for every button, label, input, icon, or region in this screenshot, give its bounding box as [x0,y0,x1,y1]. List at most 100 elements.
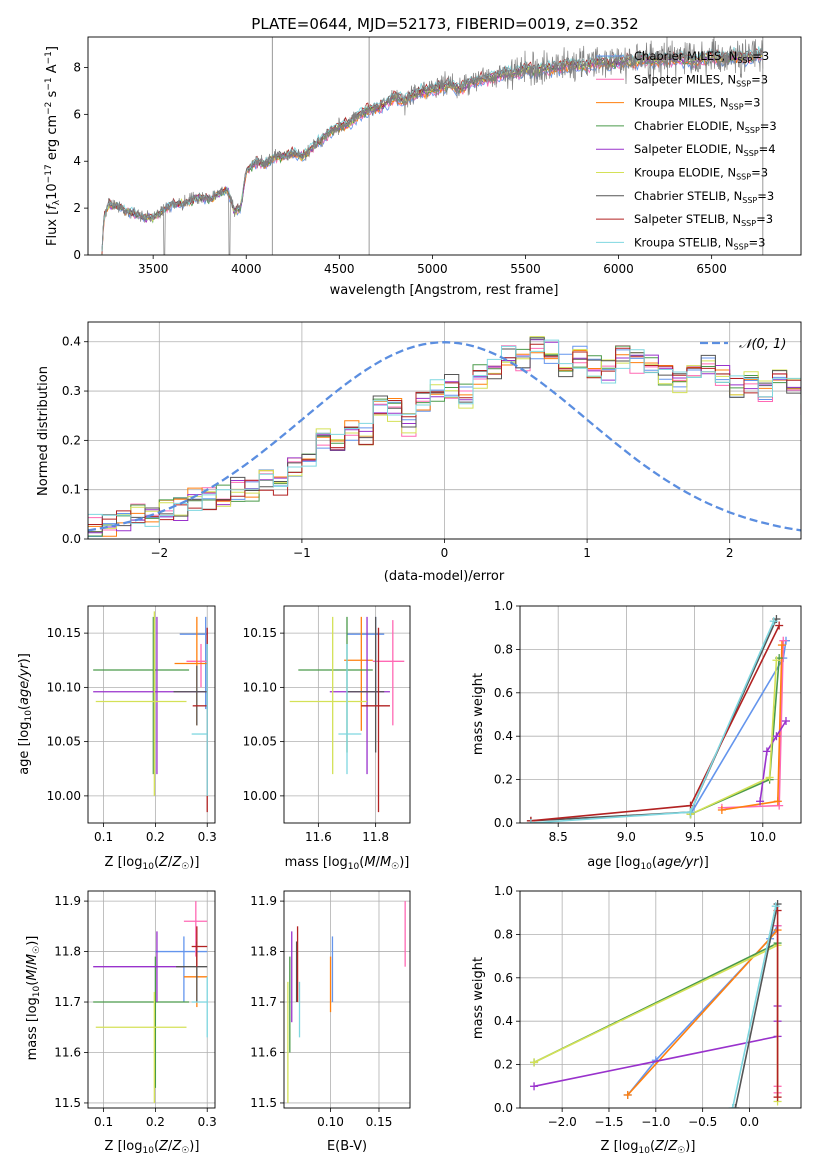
mass-weight-marker-kroupa_miles [777,641,786,650]
x-tick-label: 1 [583,546,591,560]
mass-weight-marker-kroupa_stelib [686,808,695,817]
axes-frame [87,36,802,256]
x-tick-label: 0.2 [146,830,165,844]
y-tick-label: 6 [73,107,81,121]
x-tick-label: 0.1 [94,830,113,844]
mass-weight-marker-kroupa_stelib [769,617,778,626]
axes: −2.0 −1.5 −1.0 −0.5 0.0 0.0 0.2 0.4 0.6 0.8 1.0 [494,884,802,1129]
y-tick-label: 10.05 [243,735,277,749]
legend-label-kroupa_elodie: Kroupa ELODIE, NSSP=3 [634,166,768,182]
y-tick-label: 0.4 [494,1014,513,1028]
y-tick-label: 8 [73,60,81,74]
residuals-ylabel: Normed distribution [36,366,51,496]
errorbar-chabrier_elodie [93,616,190,775]
errorbar-salpeter_stelib [191,926,208,967]
spectrum-panel: PLATE=0644, MJD=52173, FIBERID=0019, z=0… [44,15,802,298]
axes: 11.6 11.8 10.00 10.05 10.10 10.15 [243,605,411,844]
mass-weight-line-chabrier_miles [627,925,779,1096]
x-tick-label: 0.0 [740,1115,759,1129]
errorbar-chabrier_miles [155,936,208,1003]
normal-distribution-curve [88,341,801,532]
x-tick-label: 0 [441,546,449,560]
plot-area [88,336,801,539]
legend-label-chabrier_miles: Chabrier MILES, NSSP=3 [634,49,769,65]
y-tick-label: 10.10 [243,680,277,694]
legend-label-salpeter_miles: Salpeter MILES, NSSP=3 [634,72,768,88]
x-tick-label: −2.0 [548,1115,577,1129]
plot-area [287,901,406,1103]
axes-frame [519,890,802,1109]
mw-age-xlabel: age [log10(age/yr)] [587,855,709,872]
mass-weight-vs-age-panel: age [log10(age/yr)] mass weight 8.5 9.0 9.… [471,599,802,872]
axes-frame [87,321,802,540]
y-tick-label: 10.15 [47,626,81,640]
errorbar-salpeter_miles [183,901,208,957]
errorbar-kroupa_miles [183,956,208,1008]
mass-weight-marker-kroupa_elodie [530,1058,539,1067]
mass-weight-vs-metallicity-panel: Z [log10(Z/Z☉)] mass weight −2.0 −1.5 −1.0… [471,884,802,1156]
x-tick-label: −2 [150,546,168,560]
mass-vs-metallicity-panel: Z [log10(Z/Z☉)] mass [log10(M/M☉)] 0.1 0.… [25,890,217,1156]
residual-histogram-salpeter_stelib [88,343,801,539]
residual-histogram-chabrier_elodie [88,338,801,539]
y-tick-label: 11.9 [54,894,81,908]
mass-vs-ebv-panel: E(B-V) 0.10 0.15 11.5 11.6 11.7 11.8 11.9 [250,890,411,1154]
residual-histogram-salpeter_elodie [88,339,801,539]
axes-frame [87,890,216,1109]
age-z-xlabel: Z [log10(Z/Z☉)] [105,855,200,872]
x-tick-label: 0.15 [366,1115,393,1129]
y-tick-label: 10.00 [243,789,277,803]
x-tick-label: −1 [293,546,311,560]
mw-z-ylabel: mass weight [471,957,486,1039]
errorbar-kroupa_miles [344,616,373,731]
mass-weight-marker-salpeter_stelib [775,621,784,630]
grid-lines [88,322,801,540]
errorbar-salpeter_elodie [93,616,208,775]
errorbar-chabrier_stelib [173,665,208,726]
residual-histogram-chabrier_stelib [88,337,801,539]
mass-weight-marker-salpeter_elodie [762,747,771,756]
mass-weight-marker-kroupa_miles [623,1090,632,1099]
x-tick-label: 6500 [696,262,727,276]
y-tick-label: 0.2 [494,773,513,787]
y-tick-label: 0.1 [62,483,81,497]
legend-label-chabrier_elodie: Chabrier ELODIE, NSSP=3 [634,119,777,135]
y-tick-label: 11.9 [250,894,277,908]
mass-weight-marker-chabrier_stelib [731,1104,740,1108]
mass-weight-marker-kroupa_miles [717,805,726,814]
mass-weight-marker-salpeter_stelib [773,1093,782,1102]
age-mass-xlabel: mass [log10(M/M☉)] [285,855,410,872]
mass-weight-marker-kroupa_stelib [526,819,535,823]
mass-weight-marker-salpeter_elodie [772,732,781,741]
y-tick-label: 11.8 [250,945,277,959]
errorbar-kroupa_elodie [95,991,187,1103]
axes-frame [87,605,216,824]
y-tick-label: 0.2 [62,433,81,447]
y-tick-label: 0.0 [62,532,81,546]
y-tick-label: 11.7 [54,995,81,1009]
y-tick-label: 0.0 [494,816,513,830]
y-tick-label: 0.4 [62,335,81,349]
plot-area [530,900,782,1108]
y-tick-label: 11.6 [250,1045,277,1059]
age-z-ylabel: age [log10(age/yr)] [17,653,34,775]
plot-area [101,37,764,255]
axes: 8.5 9.0 9.5 10.0 0.0 0.2 0.4 0.6 0.8 1.0 [494,599,802,844]
residuals-panel: (data-model)/error Normed distribution −… [36,321,802,584]
y-tick-label: 0.8 [494,642,513,656]
x-tick-label: 0.1 [94,1115,113,1129]
legend-label-kroupa_miles: Kroupa MILES, NSSP=3 [634,96,760,112]
x-tick-label: 0.2 [146,1115,165,1129]
x-tick-label: 5500 [510,262,541,276]
spectrum-title: PLATE=0644, MJD=52173, FIBERID=0019, z=0… [251,15,638,33]
y-tick-label: 4 [73,154,81,168]
y-tick-label: 11.6 [54,1045,81,1059]
errorbar-chabrier_elodie [93,956,190,1088]
x-tick-label: 5000 [417,262,448,276]
residuals-legend: 𝒩(0, 1) [700,337,786,352]
age-vs-metallicity-panel: Z [log10(Z/Z☉)] age [log10(age/yr)] 0.1 0… [17,605,217,872]
x-tick-label: 11.8 [362,830,389,844]
legend-label-salpeter_stelib: Salpeter STELIB, NSSP=3 [634,212,773,228]
x-tick-label: −0.5 [688,1115,717,1129]
